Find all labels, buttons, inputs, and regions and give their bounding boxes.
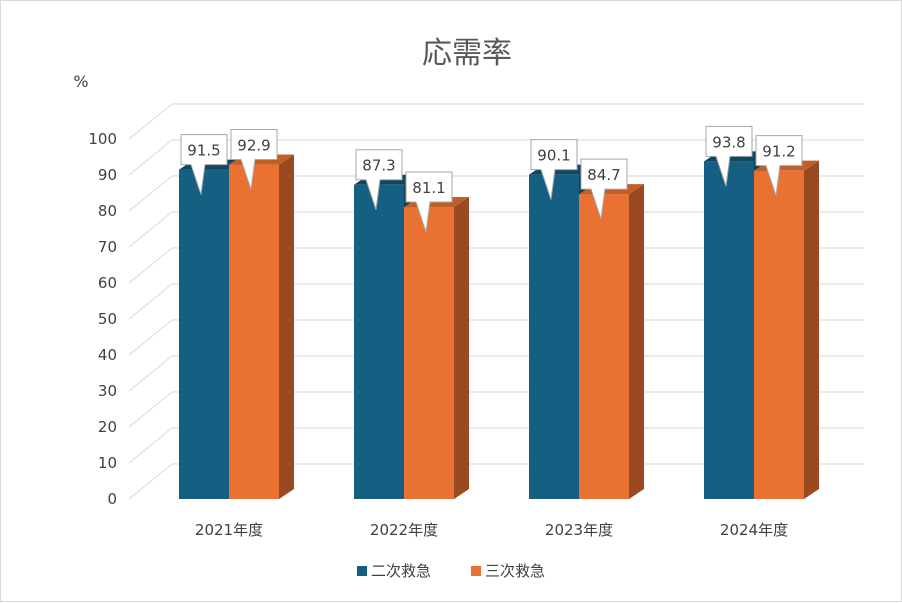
bar-side xyxy=(804,160,819,499)
data-label: 93.8 xyxy=(712,133,745,151)
y-tick-label: 40 xyxy=(98,346,117,364)
data-label-callout xyxy=(405,171,453,233)
data-label: 91.2 xyxy=(762,143,795,161)
bar-side xyxy=(454,197,469,500)
data-label-callout xyxy=(530,139,578,200)
gridline-100 xyxy=(128,103,864,140)
gridlines xyxy=(128,103,864,500)
bar-三次救急-2022年度 xyxy=(404,207,454,500)
bar-二次救急-2022年度 xyxy=(354,184,404,499)
bar-side xyxy=(279,154,294,499)
x-category-label: 2023年度 xyxy=(545,521,613,539)
y-tick-label: 60 xyxy=(98,274,117,292)
bar-二次救急-2024年度 xyxy=(704,161,754,499)
bar-三次救急-2021年度 xyxy=(229,164,279,499)
bar-side xyxy=(629,184,644,499)
bar-二次救急-2023年度 xyxy=(529,174,579,499)
data-label-callout xyxy=(355,149,403,210)
y-tick-label: 50 xyxy=(98,310,117,328)
bar-三次救急-2024年度 xyxy=(754,170,804,499)
data-label-callout xyxy=(580,158,628,220)
y-axis-ticks: 0 10 20 30 40 50 60 70 80 90 100 xyxy=(88,130,117,508)
x-category-label: 2021年度 xyxy=(195,521,263,539)
data-labels: 91.5 92.9 87.3 81.1 90.1 84.7 93.8 91.2 xyxy=(180,125,803,233)
data-label: 87.3 xyxy=(362,157,395,175)
x-category-label: 2022年度 xyxy=(370,521,438,539)
y-axis-unit: % xyxy=(73,72,88,91)
gridline-90 xyxy=(128,139,864,176)
y-tick-label: 80 xyxy=(98,202,117,220)
data-label: 81.1 xyxy=(412,179,445,197)
bars xyxy=(179,151,819,500)
x-category-label: 2024年度 xyxy=(720,521,788,539)
y-tick-label: 20 xyxy=(98,418,117,436)
data-label: 90.1 xyxy=(537,147,570,165)
data-label-callout xyxy=(705,125,753,187)
legend-swatch xyxy=(471,566,481,576)
y-tick-label: 90 xyxy=(98,166,117,184)
y-tick-label: 10 xyxy=(98,454,117,472)
bar-三次救急-2023年度 xyxy=(579,194,629,499)
y-tick-label: 70 xyxy=(98,238,117,256)
x-axis-labels: 2021年度 2022年度 2023年度 2024年度 xyxy=(195,521,788,539)
gridline-80 xyxy=(128,175,864,212)
y-tick-label: 30 xyxy=(98,382,117,400)
data-label-callout xyxy=(755,135,803,196)
data-label: 84.7 xyxy=(587,166,620,184)
legend-label: 三次救急 xyxy=(485,562,545,580)
chart-title: 応需率 xyxy=(422,36,512,71)
data-label-callout xyxy=(180,134,228,195)
bar-二次救急-2021年度 xyxy=(179,169,229,499)
data-label-callout xyxy=(230,129,278,190)
data-label: 91.5 xyxy=(187,142,220,160)
y-tick-label: 100 xyxy=(88,130,117,148)
y-tick-label: 0 xyxy=(107,490,117,508)
legend-label: 二次救急 xyxy=(371,562,431,580)
data-label: 92.9 xyxy=(237,137,270,155)
legend-swatch xyxy=(357,566,367,576)
legend: 二次救急 三次救急 xyxy=(357,562,545,580)
